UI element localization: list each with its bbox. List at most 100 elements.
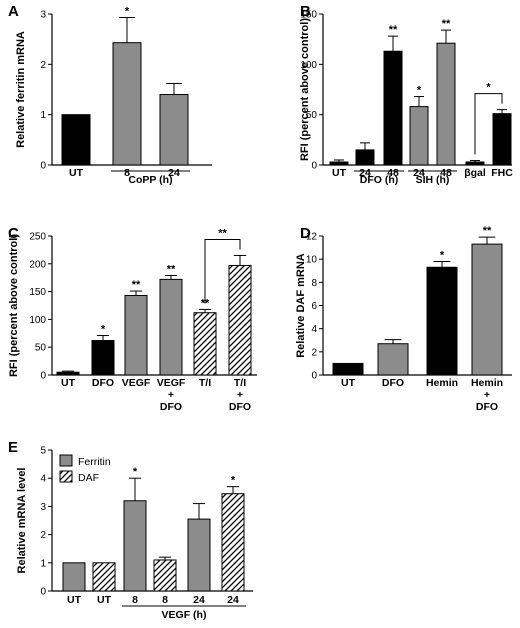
bar	[465, 161, 485, 166]
x-tick-label: DFO	[160, 401, 182, 413]
panel-d: D 0 2 4 6 8 10 12 Relative DAF mRNA UT DFO * Hemin **…	[295, 225, 512, 413]
x-tick-label: VEGF	[122, 377, 151, 389]
x-tick-label: +	[168, 389, 174, 401]
x-tick-label: 48	[440, 167, 452, 179]
y-tick-label: 2	[40, 60, 46, 71]
y-tick-label: 100	[29, 315, 46, 326]
y-tick-label: 2	[40, 530, 46, 541]
x-tick-label: UT	[97, 594, 112, 606]
significance-marker: **	[389, 24, 398, 36]
x-tick-label: +	[484, 389, 490, 401]
significance-marker: *	[440, 249, 445, 261]
y-tick-label: 4	[311, 324, 317, 335]
x-tick-label: 8	[132, 594, 138, 606]
bar	[471, 243, 503, 376]
y-tick-label: 150	[300, 10, 317, 21]
significance-bracket	[204, 238, 241, 304]
y-tick-label: 250	[29, 232, 46, 243]
y-tick-label: 50	[35, 343, 47, 354]
panel-c: C 0 50 100 150 200 250 RFI (percent above contr…	[8, 225, 257, 413]
x-tick-label: Hemin	[471, 377, 503, 389]
legend-swatch	[59, 470, 73, 483]
panel-letter: A	[8, 3, 19, 20]
panel-letter: D	[300, 225, 311, 242]
x-tick-label: DFO	[476, 401, 498, 413]
significance-marker: **	[483, 225, 492, 237]
significance-marker: **	[167, 263, 176, 275]
y-tick-label: 4	[40, 474, 46, 485]
bar	[329, 161, 349, 166]
x-tick-label: T/I	[234, 377, 246, 389]
x-tick-label: DFO	[382, 377, 404, 389]
x-tick-label: UT	[61, 377, 76, 389]
legend-label: DAF	[78, 472, 99, 484]
bar	[159, 94, 189, 166]
x-tick-label: FHC	[491, 167, 513, 179]
y-tick-label: 200	[29, 259, 46, 270]
legend-label: Ferritin	[78, 456, 111, 468]
y-tick-label: 0	[40, 587, 46, 598]
bracket-marker: *	[486, 82, 491, 94]
y-axis-label: RFI (percent above control)	[299, 18, 311, 161]
panel-e: E 0 1 2 3 4 5 Relative mRNA level UT UT * 8 8 24 * 24 VE…	[8, 439, 253, 621]
x-tick-label: 48	[387, 167, 399, 179]
group-label: CoPP (h)	[128, 174, 172, 186]
y-tick-label: 5	[40, 446, 46, 457]
x-tick-label: 24	[168, 167, 180, 179]
y-tick-label: 12	[306, 232, 318, 243]
y-tick-label: 50	[306, 110, 318, 121]
x-tick-label: UT	[341, 377, 356, 389]
x-tick-label: UT	[332, 167, 347, 179]
panel-letter: E	[8, 439, 18, 456]
bar	[228, 264, 252, 376]
legend-swatch	[59, 454, 73, 467]
x-tick-label: 8	[124, 167, 130, 179]
group-label: VEGF (h)	[162, 609, 207, 621]
x-tick-label: UT	[69, 167, 84, 179]
bar	[61, 114, 91, 166]
x-tick-label: 8	[162, 594, 168, 606]
bar	[153, 559, 177, 592]
x-tick-label: βgal	[464, 167, 486, 179]
bar	[193, 312, 217, 376]
bracket-marker: **	[218, 227, 227, 239]
x-tick-label: 24	[359, 167, 371, 179]
x-tick-label: VEGF	[157, 377, 186, 389]
bar	[332, 362, 364, 376]
bar	[124, 294, 148, 376]
significance-bracket	[474, 93, 503, 155]
group-label: SIH (h)	[416, 174, 450, 186]
bar	[492, 113, 512, 166]
bar	[112, 42, 142, 166]
bar	[409, 106, 429, 166]
x-tick-label: 24	[413, 167, 425, 179]
bar	[426, 266, 458, 376]
bar	[91, 340, 115, 376]
y-tick-label: 3	[40, 502, 46, 513]
bar	[62, 562, 86, 592]
x-tick-label: UT	[67, 594, 82, 606]
bar	[187, 518, 211, 592]
panel-letter: C	[8, 225, 19, 242]
bar	[159, 278, 183, 376]
x-tick-label: T/I	[199, 377, 211, 389]
y-axis-label: Relative ferritin mRNA	[15, 31, 27, 148]
x-tick-label: Hemin	[426, 377, 458, 389]
significance-marker: *	[417, 85, 422, 97]
y-axis-label: Relative DAF mRNA	[295, 253, 307, 358]
x-tick-label: DFO	[92, 377, 114, 389]
y-tick-label: 150	[29, 287, 46, 298]
bar	[377, 343, 409, 376]
y-tick-label: 6	[311, 301, 317, 312]
group-label: DFO (h)	[360, 174, 399, 186]
y-axis-label: RFI (percent above control)	[8, 234, 20, 377]
x-tick-label: 24	[227, 594, 239, 606]
bar	[56, 371, 80, 376]
panel-letter: B	[300, 3, 311, 20]
y-tick-label: 1	[40, 558, 46, 569]
y-tick-label: 100	[300, 60, 317, 71]
significance-marker: *	[101, 324, 106, 336]
significance-marker: **	[442, 18, 451, 30]
